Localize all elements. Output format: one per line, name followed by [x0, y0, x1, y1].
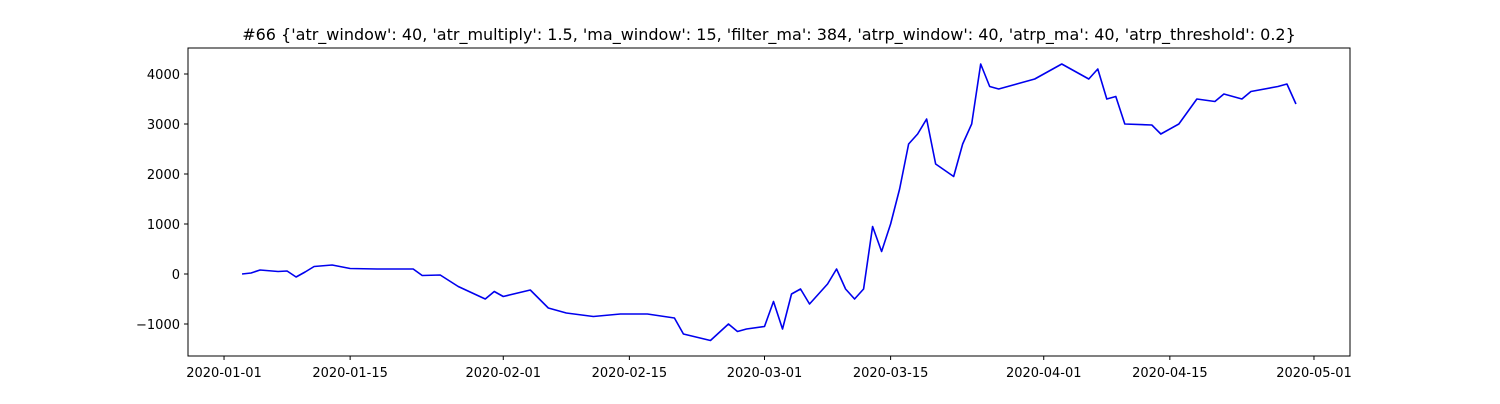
x-tick-label: 2020-02-15: [592, 366, 668, 381]
x-tick-label: 2020-03-15: [853, 366, 929, 381]
x-tick-label: 2020-04-15: [1132, 366, 1208, 381]
plot-frame: [187, 47, 1351, 357]
x-tick-label: 2020-02-01: [465, 366, 541, 381]
y-tick-label: 4000: [147, 68, 180, 83]
y-tick-label: 0: [172, 268, 180, 283]
line: [241, 63, 1297, 342]
y-tick-label: −1000: [136, 318, 180, 333]
y-tick-label: 3000: [147, 118, 180, 133]
chart-title: #66 {'atr_window': 40, 'atr_multiply': 1…: [242, 25, 1296, 45]
x-tick-label: 2020-05-01: [1276, 366, 1352, 381]
x-tick-label: 2020-01-15: [312, 366, 388, 381]
y-tick-label: 2000: [147, 168, 180, 183]
y-tick-label: 1000: [147, 218, 180, 233]
x-tick-label: 2020-01-01: [186, 366, 262, 381]
x-tick-label: 2020-03-01: [727, 366, 803, 381]
x-tick-label: 2020-04-01: [1006, 366, 1082, 381]
